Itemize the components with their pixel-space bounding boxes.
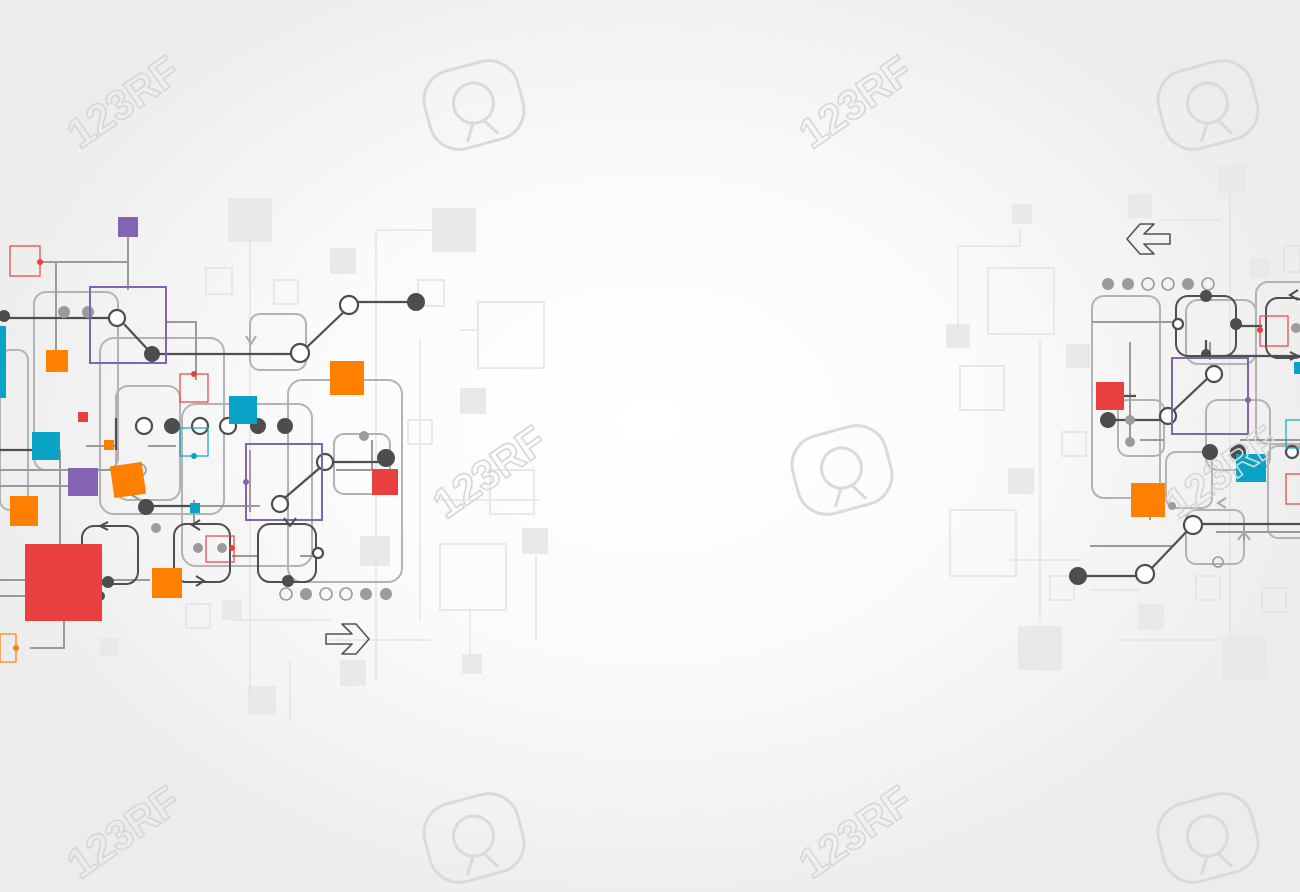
watermark-text: 123RF — [1156, 417, 1286, 528]
watermark-text: 123RF — [790, 777, 920, 888]
grey-dots-right — [1102, 278, 1300, 510]
watermark-text: 123RF — [58, 777, 188, 888]
watermark-text: 123RF — [424, 417, 554, 528]
outline-accent-squares-right — [1259, 315, 1300, 505]
faint-outline-squares-right — [949, 245, 1300, 613]
faint-squares-right — [946, 165, 1270, 680]
colored-squares-left — [0, 217, 398, 621]
faint-squares-left — [100, 198, 548, 714]
watermark-text: 123RF — [790, 47, 920, 158]
purple-outline-square-right — [1171, 357, 1249, 435]
dark-rings-left — [107, 294, 360, 560]
123rf-logo-icon — [1149, 785, 1267, 891]
123rf-logo-icon — [415, 785, 533, 891]
grey-ring-dots-right — [1141, 277, 1224, 568]
colored-squares-right — [1096, 362, 1300, 517]
loop-arrows-left — [97, 335, 297, 587]
accent-dots-right — [1245, 327, 1263, 403]
watermark-text: 123RF — [58, 47, 188, 158]
123rf-logo-icon — [415, 52, 533, 158]
accent-dots-left — [13, 259, 249, 651]
123rf-logo-icon — [1149, 52, 1267, 158]
dark-dots-right — [1069, 290, 1246, 585]
dark-lines-left — [0, 300, 416, 508]
dark-rings-right — [1134, 317, 1300, 585]
loop-arrows-right — [1216, 289, 1300, 541]
123rf-logo-icon — [783, 417, 901, 523]
